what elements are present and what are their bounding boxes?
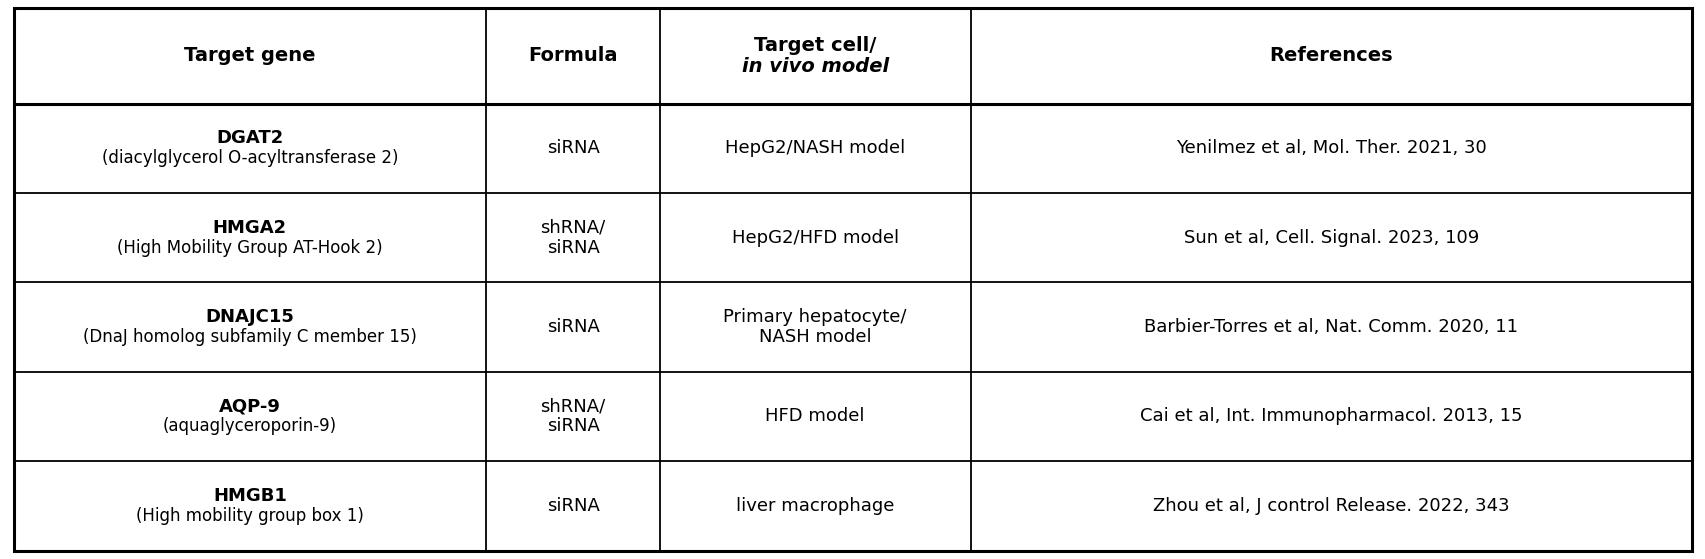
Text: siRNA: siRNA xyxy=(546,497,598,515)
Text: shRNA/: shRNA/ xyxy=(540,219,605,237)
Text: AQP-9: AQP-9 xyxy=(218,397,281,416)
Text: (aquaglyceroporin-9): (aquaglyceroporin-9) xyxy=(162,418,338,435)
Text: siRNA: siRNA xyxy=(546,239,598,257)
Text: (DnaJ homolog subfamily C member 15): (DnaJ homolog subfamily C member 15) xyxy=(84,328,416,346)
Text: Yenilmez et al, Mol. Ther. 2021, 30: Yenilmez et al, Mol. Ther. 2021, 30 xyxy=(1175,139,1487,157)
Text: DNAJC15: DNAJC15 xyxy=(205,308,295,326)
Text: HFD model: HFD model xyxy=(766,408,864,425)
Text: Barbier-Torres et al, Nat. Comm. 2020, 11: Barbier-Torres et al, Nat. Comm. 2020, 1… xyxy=(1144,318,1517,336)
Text: (High Mobility Group AT-Hook 2): (High Mobility Group AT-Hook 2) xyxy=(118,239,382,257)
Text: Formula: Formula xyxy=(529,46,617,65)
Text: HepG2/NASH model: HepG2/NASH model xyxy=(725,139,905,157)
Text: NASH model: NASH model xyxy=(759,328,871,346)
Text: siRNA: siRNA xyxy=(546,418,598,435)
Text: siRNA: siRNA xyxy=(546,139,598,157)
Text: HepG2/HFD model: HepG2/HFD model xyxy=(731,229,899,247)
Text: HMGA2: HMGA2 xyxy=(213,219,286,237)
Text: Target cell/: Target cell/ xyxy=(754,36,876,55)
Text: DGAT2: DGAT2 xyxy=(217,130,283,148)
Text: Primary hepatocyte/: Primary hepatocyte/ xyxy=(723,308,907,326)
Text: Target gene: Target gene xyxy=(184,46,315,65)
Text: (diacylglycerol O-acyltransferase 2): (diacylglycerol O-acyltransferase 2) xyxy=(102,149,397,167)
Text: (High mobility group box 1): (High mobility group box 1) xyxy=(136,507,363,525)
Text: References: References xyxy=(1269,46,1393,65)
Text: shRNA/: shRNA/ xyxy=(540,397,605,416)
Text: siRNA: siRNA xyxy=(546,318,598,336)
Text: HMGB1: HMGB1 xyxy=(213,487,286,505)
Text: liver macrophage: liver macrophage xyxy=(735,497,893,515)
Text: Cai et al, Int. Immunopharmacol. 2013, 15: Cai et al, Int. Immunopharmacol. 2013, 1… xyxy=(1139,408,1523,425)
Text: Sun et al, Cell. Signal. 2023, 109: Sun et al, Cell. Signal. 2023, 109 xyxy=(1183,229,1478,247)
Text: Zhou et al, J control Release. 2022, 343: Zhou et al, J control Release. 2022, 343 xyxy=(1153,497,1509,515)
Text: in vivo model: in vivo model xyxy=(742,57,888,76)
